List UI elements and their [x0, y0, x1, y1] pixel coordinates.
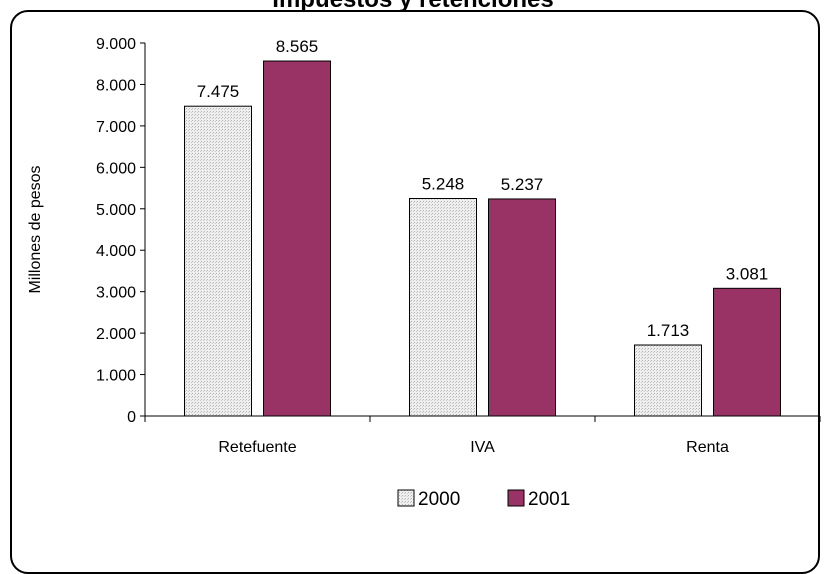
legend-label: 2000 [418, 489, 460, 510]
bar-2000 [409, 197, 477, 417]
y-tick-label: 0 [127, 409, 136, 426]
bar-chart: 0 1.000 2.000 3.000 4.000 5.000 6.000 7.000 8.00… [27, 36, 821, 510]
bar-2000 [184, 105, 252, 417]
bar-2000 [634, 344, 702, 417]
y-tick-label: 7.000 [96, 119, 136, 136]
data-label: 7.475 [197, 82, 240, 101]
axes: 0 1.000 2.000 3.000 4.000 5.000 6.000 7.000 8.00… [27, 36, 821, 456]
chart-title: Impuestos y retenciones [0, 0, 826, 14]
data-label: 1.713 [647, 321, 690, 340]
legend-swatch-2000 [397, 489, 415, 507]
x-tick-label: Retefuente [218, 439, 296, 456]
data-label: 3.081 [726, 264, 769, 283]
data-label: 5.248 [422, 174, 465, 193]
data-labels: 7.475 8.565 5.248 5.237 1.713 3.081 [197, 37, 769, 340]
legend-swatch-2001 [507, 489, 525, 507]
y-axis-title: Millones de pesos [27, 165, 44, 293]
x-tick-label: IVA [470, 439, 495, 456]
y-tick-label: 8.000 [96, 77, 136, 94]
data-label: 8.565 [276, 37, 319, 56]
data-label: 5.237 [501, 175, 544, 194]
y-tick-label: 3.000 [96, 285, 136, 302]
y-tick-label: 5.000 [96, 202, 136, 219]
bar-2001 [713, 287, 781, 417]
legend-label: 2001 [528, 489, 570, 510]
y-tick-label: 1.000 [96, 368, 136, 385]
y-tick-label: 4.000 [96, 243, 136, 260]
legend: 2000 2001 [397, 489, 570, 510]
y-tick-label: 6.000 [96, 160, 136, 177]
bars [184, 60, 781, 417]
x-tick-label: Renta [686, 439, 729, 456]
bar-2001 [263, 60, 331, 417]
y-tick-label: 2.000 [96, 326, 136, 343]
y-tick-label: 9.000 [96, 36, 136, 53]
bar-2001 [488, 198, 556, 417]
